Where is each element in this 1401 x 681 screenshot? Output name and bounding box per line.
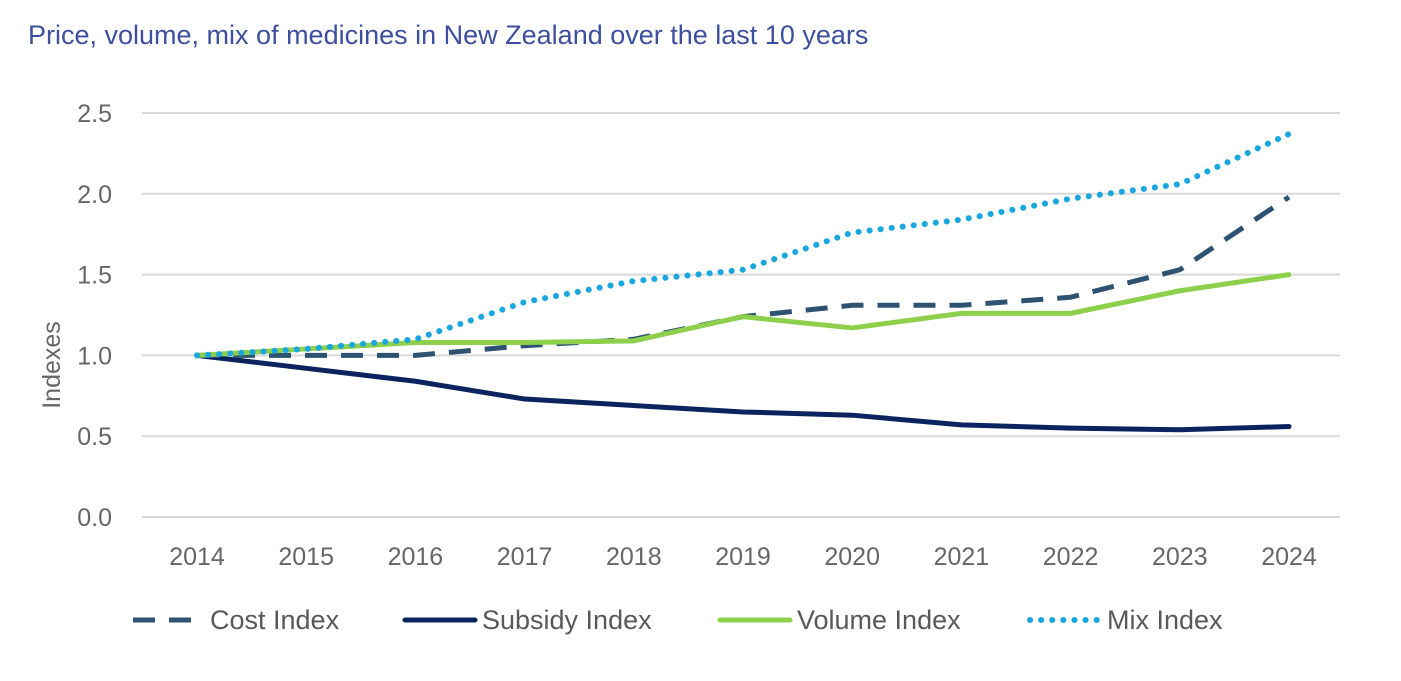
x-tick-label: 2017: [497, 543, 553, 571]
y-axis-label: Indexes: [38, 321, 66, 409]
y-tick-label: 1.5: [77, 262, 112, 290]
x-tick-label: 2023: [1152, 543, 1208, 571]
y-tick-label: 0.0: [77, 504, 112, 532]
series-line-subsidy-index: [194, 352, 1292, 433]
series-line-cost-index: [197, 194, 1291, 358]
x-tick-label: 2024: [1261, 543, 1317, 571]
legend-label: Volume Index: [797, 605, 961, 635]
x-tick-label: 2019: [715, 543, 771, 571]
legend-label: Cost Index: [210, 605, 340, 635]
x-tick-label: 2015: [278, 543, 334, 571]
y-tick-label: 1.0: [77, 342, 112, 370]
x-tick-label: 2014: [169, 543, 225, 571]
series-line-mix-index: [194, 131, 1292, 359]
legend-label: Subsidy Index: [482, 605, 652, 635]
y-tick-label: 2.0: [77, 181, 112, 209]
x-tick-label: 2018: [606, 543, 662, 571]
x-tick-label: 2016: [388, 543, 444, 571]
y-tick-label: 2.5: [77, 100, 112, 128]
legend-label: Mix Index: [1107, 605, 1223, 635]
series-line-volume-index: [194, 272, 1292, 358]
x-tick-label: 2021: [934, 543, 990, 571]
x-tick-label: 2020: [824, 543, 880, 571]
y-tick-label: 0.5: [77, 423, 112, 451]
chart-title: Price, volume, mix of medicines in New Z…: [28, 20, 869, 50]
x-tick-label: 2022: [1043, 543, 1099, 571]
